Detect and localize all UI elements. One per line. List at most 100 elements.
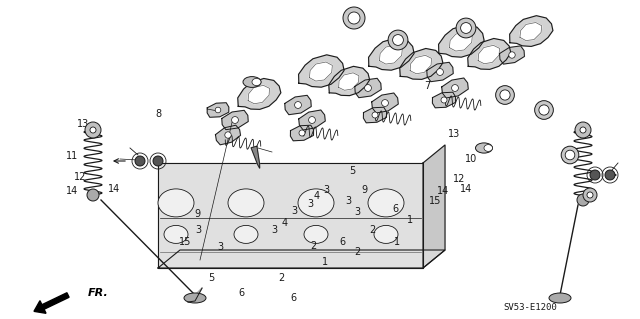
- Polygon shape: [468, 39, 511, 69]
- Circle shape: [534, 101, 554, 119]
- Polygon shape: [299, 55, 344, 87]
- Circle shape: [90, 127, 96, 133]
- Polygon shape: [188, 288, 202, 302]
- Polygon shape: [509, 16, 553, 47]
- Ellipse shape: [243, 77, 261, 87]
- Text: 8: 8: [156, 109, 162, 119]
- Polygon shape: [158, 163, 423, 268]
- Text: 6: 6: [239, 288, 245, 299]
- Polygon shape: [207, 103, 229, 117]
- Ellipse shape: [164, 226, 188, 243]
- Text: 3: 3: [291, 205, 298, 216]
- Circle shape: [87, 189, 99, 201]
- Text: 4: 4: [314, 191, 320, 201]
- Ellipse shape: [252, 78, 261, 85]
- Circle shape: [590, 170, 600, 180]
- Circle shape: [294, 101, 301, 108]
- Text: 3: 3: [307, 199, 314, 209]
- Text: 10: 10: [465, 154, 477, 165]
- Polygon shape: [216, 125, 241, 145]
- Text: 3: 3: [354, 207, 360, 217]
- Text: 13: 13: [448, 129, 461, 139]
- Circle shape: [348, 12, 360, 24]
- Polygon shape: [222, 110, 248, 130]
- Circle shape: [577, 194, 589, 206]
- Text: 5: 5: [349, 166, 355, 176]
- Text: 2: 2: [354, 247, 360, 257]
- Text: 3: 3: [271, 225, 277, 235]
- Circle shape: [587, 192, 593, 198]
- Polygon shape: [291, 125, 314, 141]
- Ellipse shape: [484, 145, 493, 152]
- Polygon shape: [427, 62, 453, 82]
- Text: SV53-E1200: SV53-E1200: [503, 303, 557, 313]
- Polygon shape: [364, 107, 387, 123]
- Text: 3: 3: [195, 225, 202, 235]
- Circle shape: [365, 85, 371, 92]
- Text: 9: 9: [194, 209, 200, 219]
- Text: 3: 3: [323, 185, 330, 195]
- Polygon shape: [478, 45, 499, 64]
- Circle shape: [85, 122, 101, 138]
- Circle shape: [343, 7, 365, 29]
- Text: 3: 3: [346, 196, 352, 206]
- Circle shape: [461, 23, 472, 33]
- Text: 12: 12: [453, 174, 466, 184]
- Text: 7: 7: [424, 81, 431, 91]
- Text: 14: 14: [65, 186, 78, 197]
- Polygon shape: [251, 146, 260, 168]
- Polygon shape: [433, 92, 456, 108]
- Polygon shape: [237, 78, 281, 109]
- Circle shape: [565, 150, 575, 160]
- Circle shape: [539, 105, 549, 115]
- Text: 4: 4: [282, 218, 288, 228]
- Polygon shape: [400, 48, 443, 79]
- Circle shape: [153, 156, 163, 166]
- Text: 5: 5: [208, 272, 214, 283]
- Text: 14: 14: [437, 186, 450, 197]
- Text: 1: 1: [394, 237, 400, 248]
- Circle shape: [135, 156, 145, 166]
- Ellipse shape: [234, 226, 258, 243]
- Polygon shape: [438, 25, 484, 57]
- Ellipse shape: [368, 189, 404, 217]
- Text: 2: 2: [369, 225, 376, 235]
- Ellipse shape: [374, 226, 398, 243]
- Circle shape: [575, 122, 591, 138]
- Circle shape: [381, 100, 388, 107]
- Text: 15: 15: [179, 237, 192, 248]
- Polygon shape: [410, 55, 431, 74]
- Circle shape: [580, 127, 586, 133]
- Ellipse shape: [184, 293, 206, 303]
- Circle shape: [299, 130, 305, 136]
- Polygon shape: [520, 23, 541, 41]
- Polygon shape: [442, 78, 468, 98]
- Circle shape: [388, 30, 408, 50]
- Text: 6: 6: [339, 237, 346, 248]
- Polygon shape: [372, 93, 398, 113]
- Circle shape: [225, 132, 231, 138]
- Polygon shape: [329, 66, 370, 96]
- Text: 14: 14: [108, 184, 120, 195]
- Circle shape: [561, 146, 579, 164]
- Polygon shape: [380, 45, 403, 64]
- Circle shape: [436, 69, 444, 75]
- Polygon shape: [158, 250, 445, 268]
- Ellipse shape: [158, 189, 194, 217]
- Circle shape: [215, 107, 221, 113]
- Ellipse shape: [549, 293, 571, 303]
- Ellipse shape: [304, 226, 328, 243]
- Circle shape: [509, 52, 515, 58]
- Text: 11: 11: [65, 151, 78, 161]
- Circle shape: [441, 97, 447, 103]
- Polygon shape: [309, 62, 332, 81]
- Polygon shape: [339, 73, 359, 90]
- Circle shape: [605, 170, 615, 180]
- Text: 2: 2: [278, 272, 285, 283]
- Circle shape: [495, 85, 515, 104]
- Circle shape: [372, 112, 378, 118]
- Circle shape: [232, 117, 239, 123]
- Text: 1: 1: [406, 215, 413, 225]
- Polygon shape: [500, 46, 524, 64]
- Text: 6: 6: [392, 204, 399, 214]
